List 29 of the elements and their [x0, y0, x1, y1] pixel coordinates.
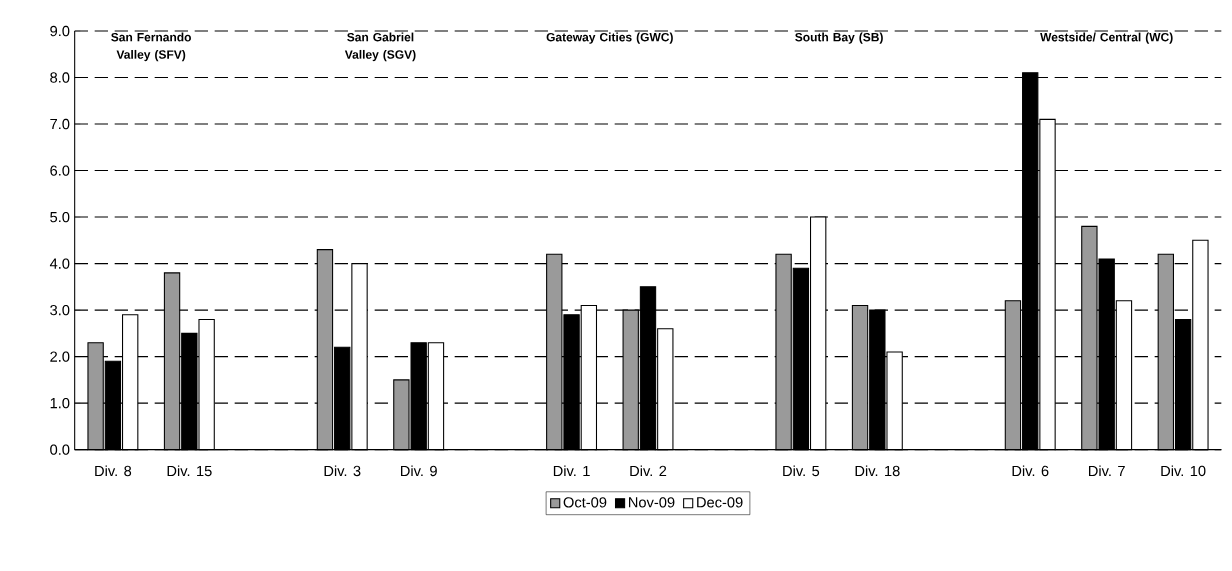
- y-tick-label: 3.0: [50, 304, 70, 316]
- x-tick-label: Div. 8: [95, 465, 132, 477]
- y-tick-label: 1.0: [50, 397, 70, 409]
- x-tick-label: Div. 2: [630, 465, 667, 477]
- y-tick-label: 8.0: [50, 72, 70, 83]
- x-tick-label: Div. 5: [783, 465, 820, 477]
- x-tick-label: Div. 6: [1012, 465, 1049, 477]
- y-tick-label: 6.0: [50, 165, 70, 176]
- x-tick-label: Div. 15: [167, 465, 212, 477]
- x-tick-label: Div. 10: [1161, 465, 1206, 477]
- y-tick-label: 0.0: [50, 444, 70, 455]
- x-tick-label: Div. 1: [553, 465, 590, 477]
- y-tick-label: 9.0: [50, 25, 70, 37]
- y-tick-label: 2.0: [50, 351, 70, 362]
- annotation: South Bay (SB): [795, 32, 883, 44]
- y-tick-label: 7.0: [50, 118, 70, 130]
- legend-label: Nov-09: [629, 497, 675, 508]
- legend-label: Dec-09: [697, 497, 743, 508]
- annotation: Gateway Cities (GWC): [546, 32, 673, 44]
- y-tick-label: 4.0: [49, 258, 70, 269]
- legend-label: Oct-09: [563, 497, 607, 508]
- annotation: San Fernando Valley (SFV): [111, 32, 191, 62]
- annotation: Westside/ Central (WC): [1040, 32, 1173, 44]
- annotation: San Gabriel Valley (SGV): [344, 32, 416, 62]
- x-tick-label: Div. 3: [324, 465, 361, 477]
- x-tick-label: Div. 9: [401, 465, 437, 477]
- y-tick-label: 5.0: [50, 211, 70, 223]
- x-tick-label: Div. 7: [1089, 465, 1125, 477]
- x-tick-label: Div. 18: [855, 465, 900, 477]
